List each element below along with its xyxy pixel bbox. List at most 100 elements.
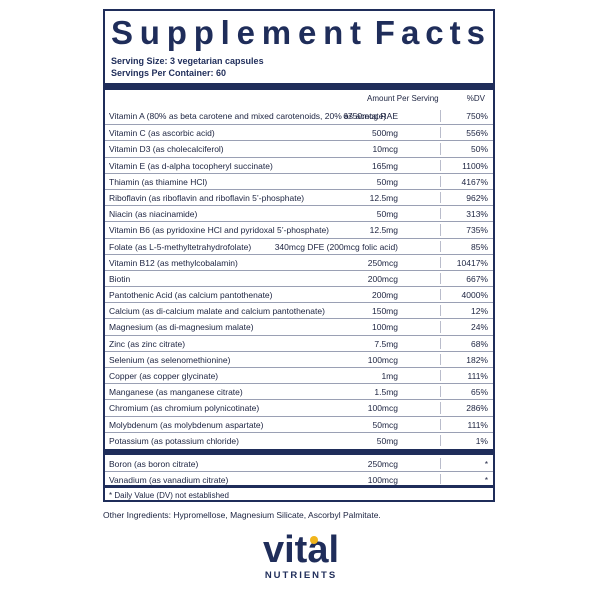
nutrient-row: Biotin 200mcg 667% bbox=[105, 269, 493, 286]
nutrient-amount: 50mcg bbox=[372, 419, 398, 430]
nutrient-row: Magnesium (as di-magnesium malate) 100mg 2… bbox=[105, 318, 493, 334]
column-separator bbox=[440, 434, 441, 446]
nutrient-daily-value: 962% bbox=[466, 192, 488, 203]
column-amount-per-serving: Amount Per Serving bbox=[367, 94, 439, 103]
nutrient-name: Zinc (as zinc citrate) bbox=[109, 338, 186, 349]
nutrient-name: Vitamin B6 (as pyridoxine HCl and pyrido… bbox=[109, 225, 330, 236]
logo-accent-dot bbox=[310, 536, 318, 544]
nutrient-daily-value: 50% bbox=[470, 144, 488, 155]
supplement-facts-panel: Supplement Facts Serving Size: 3 vegetar… bbox=[103, 9, 495, 502]
nutrient-name: Biotin bbox=[109, 273, 131, 284]
nutrient-name: Vitamin E (as d-alpha tocopheryl succina… bbox=[109, 160, 273, 171]
nutrient-row: Potassium (as potassium chloride) 50mg 1% bbox=[105, 431, 493, 448]
nutrient-amount: 100mcg bbox=[367, 354, 398, 365]
nutrient-amount: 1.5mg bbox=[374, 387, 398, 398]
nutrient-daily-value: 65% bbox=[470, 387, 488, 398]
column-separator bbox=[440, 353, 441, 365]
nutrient-amount: 6750mcg RAE bbox=[343, 111, 398, 121]
nutrient-daily-value: 182% bbox=[466, 354, 488, 365]
column-separator bbox=[440, 208, 441, 220]
nutrient-amount: 1mg bbox=[381, 371, 398, 381]
panel-title: Supplement Facts bbox=[111, 13, 491, 53]
nutrient-daily-value: 68% bbox=[470, 338, 488, 349]
nutrient-row: Vitamin A (80% as beta carotene and mixe… bbox=[105, 108, 493, 124]
nutrient-amount: 150mg bbox=[372, 306, 398, 317]
nutrient-daily-value: 10417% bbox=[456, 257, 488, 268]
nutrient-amount: 200mcg bbox=[367, 273, 398, 284]
nutrient-name: Pantothenic Acid (as calcium pantothenat… bbox=[109, 290, 273, 301]
column-separator bbox=[440, 224, 441, 236]
nutrient-name: Riboflavin (as riboflavin and riboflavin… bbox=[109, 192, 305, 203]
nutrient-daily-value: 667% bbox=[466, 273, 488, 284]
servings-per-container: Servings Per Container: 60 bbox=[111, 68, 227, 78]
nutrient-name: Chromium (as chromium polynicotinate) bbox=[109, 403, 260, 414]
nutrient-amount: 50mg bbox=[376, 435, 398, 446]
nutrient-rows: Vitamin A (80% as beta carotene and mixe… bbox=[105, 108, 493, 448]
nutrient-amount: 200mg bbox=[372, 290, 398, 301]
nutrient-row: Pantothenic Acid (as calcium pantothenat… bbox=[105, 286, 493, 302]
nutrient-row: Thiamin (as thiamine HCl) 50mg 4167% bbox=[105, 172, 493, 189]
column-separator bbox=[440, 386, 441, 398]
column-separator bbox=[440, 402, 441, 414]
nutrient-row: Folate (as L-5-methyltetrahydrofolate) 34… bbox=[105, 237, 493, 254]
logo-subtitle: NUTRIENTS bbox=[264, 570, 338, 581]
nutrient-row: Copper (as copper glycinate) 1mg 111% bbox=[105, 367, 493, 383]
nutrient-amount: 12.5mg bbox=[369, 225, 398, 236]
nutrient-amount: 100mcg bbox=[367, 475, 398, 485]
nutrient-daily-value: 556% bbox=[466, 128, 488, 139]
logo-wordmark: vital bbox=[262, 529, 340, 571]
nutrient-name: Vanadium (as vanadium citrate) bbox=[109, 475, 229, 485]
nutrient-amount: 250mcg bbox=[367, 257, 398, 268]
column-separator bbox=[440, 240, 441, 252]
nutrient-row: Vitamin E (as d-alpha tocopheryl succina… bbox=[105, 156, 493, 173]
nutrient-row: Vitamin C (as ascorbic acid) 500mg 556% bbox=[105, 124, 493, 140]
nutrient-amount: 12.5mg bbox=[369, 192, 398, 203]
dv-footnote: * Daily Value (DV) not established bbox=[109, 491, 229, 500]
nutrient-row: Niacin (as niacinamide) 50mg 313% bbox=[105, 205, 493, 221]
nutrient-row: Vitamin D3 (as cholecalciferol) 10mcg 50% bbox=[105, 140, 493, 156]
nutrient-name: Boron (as boron citrate) bbox=[109, 459, 199, 469]
nutrient-daily-value: 4000% bbox=[461, 290, 488, 301]
column-separator bbox=[440, 191, 441, 204]
nutrient-row: Riboflavin (as riboflavin and riboflavin… bbox=[105, 188, 493, 205]
nutrient-name: Manganese (as manganese citrate) bbox=[109, 387, 243, 398]
nutrient-daily-value: 750% bbox=[466, 111, 488, 121]
column-separator bbox=[440, 272, 441, 285]
nutrient-row: Vitamin B6 (as pyridoxine HCl and pyrido… bbox=[105, 221, 493, 237]
column-separator bbox=[440, 127, 441, 139]
column-separator bbox=[440, 289, 441, 301]
column-separator bbox=[440, 159, 441, 171]
column-header: Amount Per Serving %DV bbox=[105, 91, 493, 107]
nutrient-daily-value: 313% bbox=[466, 209, 488, 220]
section-divider bbox=[105, 449, 493, 455]
column-separator bbox=[440, 175, 441, 187]
footer-divider bbox=[105, 485, 493, 488]
nutrient-daily-value: 111% bbox=[467, 419, 488, 430]
nutrient-row: Vitamin B12 (as methylcobalamin) 250mcg 10… bbox=[105, 253, 493, 270]
nutrient-daily-value: 1% bbox=[475, 435, 488, 446]
column-separator bbox=[440, 418, 441, 430]
nutrient-row: Manganese (as manganese citrate) 1.5mg 65% bbox=[105, 383, 493, 399]
nutrient-amount: 50mg bbox=[376, 209, 398, 220]
nutrient-row: Vanadium (as vanadium citrate) 100mcg * bbox=[105, 471, 493, 486]
nutrient-row: Zinc (as zinc citrate) 7.5mg 68% bbox=[105, 334, 493, 351]
nutrient-amount: 100mg bbox=[372, 322, 398, 333]
nutrient-row: Molybdenum (as molybdenum aspartate) 50mc… bbox=[105, 415, 493, 432]
nutrient-amount: 500mg bbox=[372, 128, 398, 139]
column-separator bbox=[440, 458, 441, 469]
title-word-supplement: Supplement bbox=[111, 14, 368, 51]
nutrient-daily-value: * bbox=[484, 459, 488, 469]
header-divider bbox=[105, 83, 493, 90]
nutrient-daily-value: 286% bbox=[466, 403, 488, 414]
nutrient-amount: 100mcg bbox=[367, 403, 398, 414]
column-separator bbox=[440, 110, 441, 123]
nutrient-row: Selenium (as selenomethionine) 100mcg 182% bbox=[105, 350, 493, 367]
nutrient-name: Molybdenum (as molybdenum aspartate) bbox=[109, 419, 264, 430]
other-ingredients: Other Ingredients: Hypromellose, Magnesi… bbox=[103, 510, 381, 520]
nutrient-name: Vitamin B12 (as methylcobalamin) bbox=[109, 257, 238, 268]
column-separator bbox=[440, 474, 441, 484]
nutrient-amount: 50mg bbox=[376, 176, 398, 187]
nutrient-row: Chromium (as chromium polynicotinate) 100… bbox=[105, 399, 493, 415]
nutrient-daily-value: 4167% bbox=[461, 176, 488, 187]
nutrient-name: Niacin (as niacinamide) bbox=[109, 209, 198, 220]
